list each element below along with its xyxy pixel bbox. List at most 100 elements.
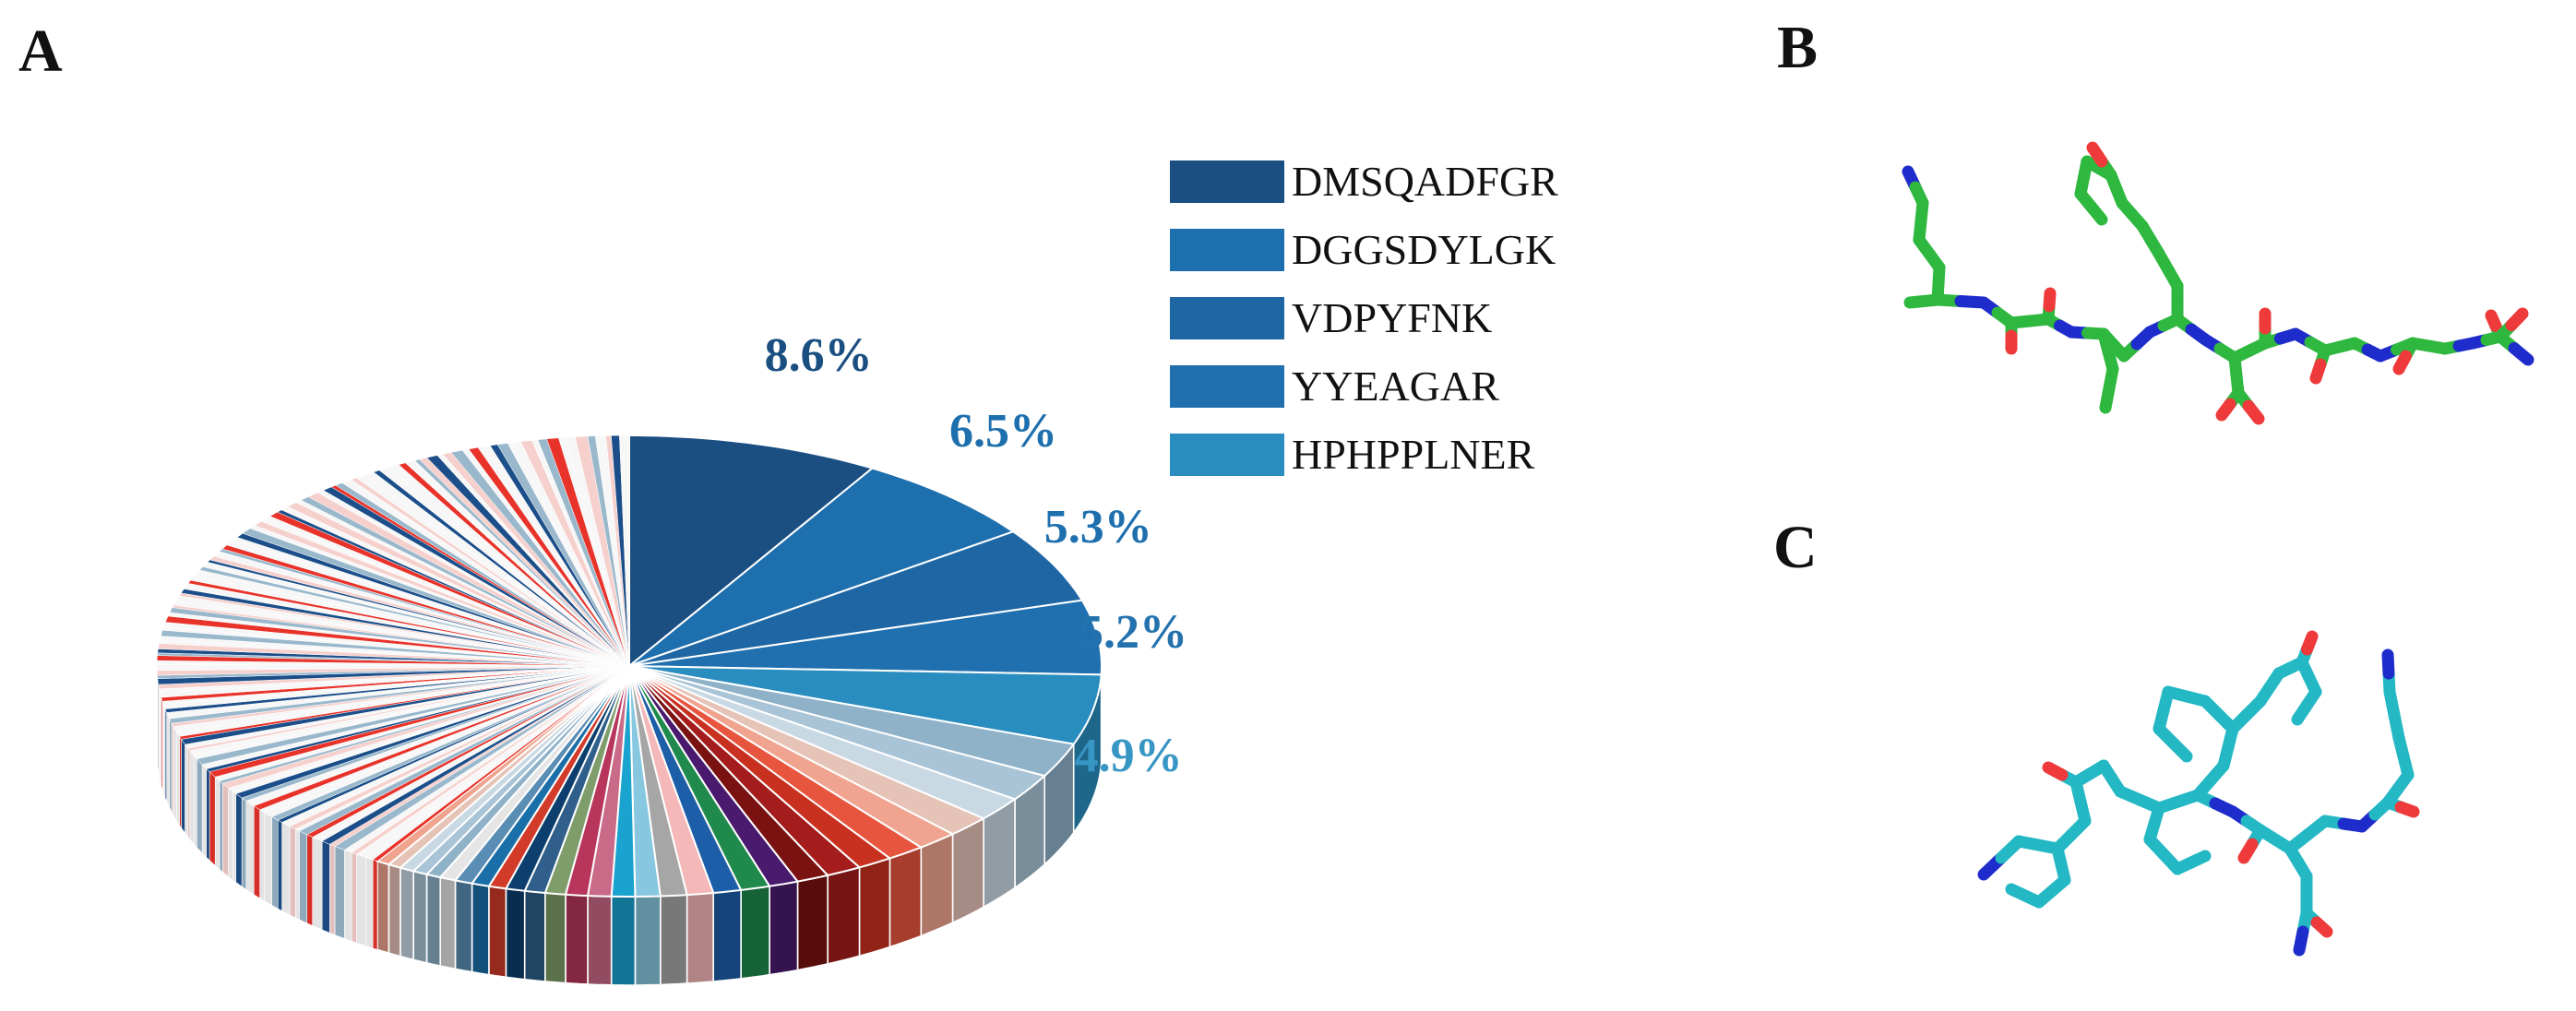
- pie-slice-side-20: [610, 895, 637, 986]
- pie-slice-side-70: [181, 738, 185, 835]
- pie-slice-side-69: [185, 743, 188, 839]
- pie-tops: [156, 434, 1103, 898]
- pie-slice-side-22: [565, 893, 589, 985]
- pie-slice-side-60: [219, 779, 223, 873]
- pie-slice-169: [619, 434, 630, 667]
- pie-slice-7: [628, 665, 1018, 820]
- legend-label: DGGSDYLGK: [1292, 226, 1556, 273]
- pie-slice-side-47: [289, 826, 296, 919]
- pie-slice-side-73: [173, 725, 177, 822]
- pie-slice-side-45: [299, 830, 307, 924]
- pie-slice-side-72: [176, 731, 180, 827]
- pie-slice-side-34: [376, 860, 390, 955]
- pie-slice-side-65: [197, 757, 203, 854]
- pie-slice-dmsqadfgr: [628, 434, 875, 669]
- pie-slice-side-13: [796, 874, 829, 971]
- pie-slice-side-21: [587, 895, 613, 986]
- pie-slice-side-27: [471, 882, 490, 976]
- pie-slice-side-32: [400, 866, 414, 961]
- panel-label-c: C: [1773, 514, 1818, 581]
- pie-slice-side-75: [169, 718, 173, 813]
- pie-slice-side-76: [166, 712, 170, 808]
- pie-slice-9: [628, 665, 955, 849]
- pie-slice-side-26: [488, 885, 507, 979]
- pie-slice-5: [628, 665, 1076, 778]
- pie-slice-vdpyfnk: [628, 530, 1084, 667]
- pie-slice-side-14: [769, 880, 799, 976]
- pie-slice-side-59: [222, 782, 229, 878]
- pie-slice-side-64: [201, 764, 207, 859]
- pie-slice-side-25: [505, 887, 526, 981]
- legend-label: YYEAGAR: [1292, 363, 1499, 410]
- pie-slice-side-44: [306, 834, 313, 926]
- pie-slice-side-55: [241, 797, 247, 890]
- pie-slice-side-17: [686, 892, 714, 984]
- pie-slice-side-29: [439, 876, 457, 970]
- pie-slice-10: [628, 665, 924, 860]
- pie-slice-side-63: [206, 767, 210, 862]
- pie-slice-yyeagar: [628, 599, 1103, 676]
- legend-swatch: [1170, 229, 1284, 271]
- panel-label-b: B: [1777, 14, 1819, 81]
- pie-slice-side-54: [245, 800, 255, 896]
- pie-slice-side-39: [344, 849, 352, 942]
- pie-slice-side-8: [951, 816, 984, 924]
- pie-slice-side-48: [281, 822, 291, 916]
- pie-slice-side-53: [253, 805, 260, 899]
- pie-slice-side-52: [259, 809, 265, 902]
- pie-slice-6: [628, 665, 1047, 801]
- pie-slice-side-41: [329, 843, 336, 935]
- legend-swatch: [1170, 365, 1284, 408]
- pie-slice-side-31: [412, 870, 428, 964]
- legend-swatch: [1170, 161, 1284, 203]
- pie-slice-side-30: [425, 873, 441, 968]
- pct-label-3: 5.2%: [1079, 605, 1187, 659]
- pie-slice-side-43: [312, 837, 323, 931]
- pie-slice-side-24: [523, 889, 546, 982]
- pie-slice-side-12: [827, 866, 861, 965]
- pie-chart: [156, 434, 1103, 986]
- pie-slice-side-46: [295, 828, 300, 921]
- pie-slice-side-67: [189, 749, 195, 845]
- pct-label-4: 4.9%: [1074, 729, 1183, 782]
- pie-slice-side-66: [193, 755, 197, 849]
- legend-swatch: [1170, 297, 1284, 339]
- pie-slice-side-62: [209, 771, 216, 866]
- pie-slice-side-19: [634, 895, 662, 986]
- pie-slice-side-23: [544, 892, 566, 984]
- pie-slice-hphpplner: [628, 665, 1103, 745]
- pie-slice-side-58: [228, 787, 233, 881]
- legend-label: VDPYFNK: [1292, 294, 1493, 341]
- pie-slice-side-16: [712, 889, 742, 982]
- pct-label-0: 8.6%: [764, 329, 873, 383]
- pct-label-1: 6.5%: [948, 405, 1057, 458]
- legend-label: DMSQADFGR: [1292, 158, 1558, 205]
- pie-slice-side-9: [920, 832, 954, 937]
- panel-label-a: A: [18, 18, 63, 85]
- pie-slice-side-15: [740, 885, 770, 980]
- pie-slice-side-40: [334, 846, 345, 939]
- pie-slice-side-28: [454, 879, 473, 973]
- pie-slice-side-49: [277, 819, 282, 912]
- pie-slice-side-61: [214, 776, 221, 871]
- molecule-b-structure: [1902, 141, 2534, 425]
- pie-slice-side-36: [365, 857, 374, 949]
- legend-swatch: [1170, 434, 1284, 476]
- pie-slice-side-35: [372, 859, 378, 950]
- pie-slice-side-18: [660, 894, 688, 986]
- pie-slice-side-38: [351, 851, 357, 944]
- pct-label-2: 5.3%: [1044, 501, 1152, 553]
- pie-slice-side-10: [888, 846, 923, 948]
- legend-label: HPHPPLNER: [1292, 431, 1535, 478]
- pie-slice-side-42: [321, 840, 330, 934]
- pie-slice-side-33: [388, 863, 401, 957]
- pie-slice-side-56: [235, 792, 243, 887]
- pie-slice-8: [628, 665, 986, 836]
- pie-slice-side-68: [187, 747, 191, 840]
- pie-slice-side-11: [858, 857, 891, 957]
- pie-slice-side-51: [264, 812, 272, 907]
- pie-slice-side-50: [271, 815, 279, 910]
- pie-slice-side-57: [233, 791, 236, 883]
- molecule-c-structure: [1977, 630, 2420, 957]
- pie-slice-dggsdylgk: [628, 467, 1016, 667]
